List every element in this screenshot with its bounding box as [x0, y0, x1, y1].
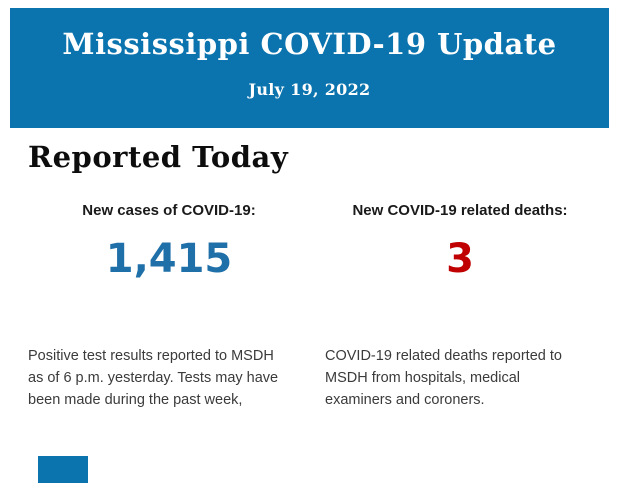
- cases-description: Positive test results reported to MSDH a…: [28, 348, 279, 408]
- page-title: Mississippi COVID-19 Update: [62, 27, 557, 61]
- cases-value: 1,415: [105, 236, 233, 282]
- cases-label: New cases of COVID-19:: [82, 202, 256, 219]
- section-heading: Reported Today: [28, 140, 289, 174]
- descriptions-row: Positive test results reported to MSDH a…: [0, 345, 620, 411]
- deaths-value: 3: [446, 236, 474, 282]
- stats-row: New cases of COVID-19: 1,415 New COVID-1…: [0, 202, 620, 279]
- report-date: July 19, 2022: [248, 80, 371, 99]
- deaths-stat: New COVID-19 related deaths: 3: [310, 202, 620, 279]
- footer-partial-block: [38, 456, 88, 483]
- deaths-description: COVID-19 related deaths reported to MSDH…: [325, 348, 562, 408]
- cases-stat: New cases of COVID-19: 1,415: [0, 202, 310, 279]
- header-banner: Mississippi COVID-19 Update July 19, 202…: [10, 8, 609, 128]
- deaths-label: New COVID-19 related deaths:: [352, 202, 568, 219]
